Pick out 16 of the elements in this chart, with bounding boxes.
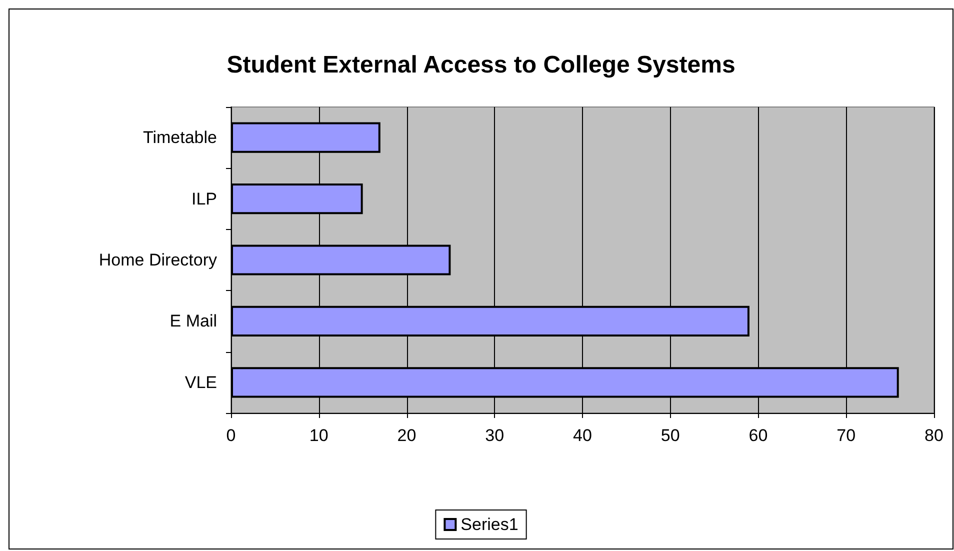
x-tick-label: 50 (660, 426, 680, 445)
y-tick-label: Home Directory (98, 250, 218, 270)
x-tick-label: 30 (485, 426, 504, 445)
y-tick-label: VLE (184, 372, 217, 392)
y-tick-label: ILP (191, 189, 217, 208)
x-tick-label: 70 (836, 426, 856, 445)
x-tick-label: 60 (748, 426, 768, 445)
y-tick-label: Timetable (142, 128, 217, 148)
x-tick-label: 0 (226, 426, 236, 445)
x-tick-label: 80 (924, 426, 944, 445)
x-tick-label: 20 (397, 426, 416, 445)
x-tick-label: 10 (309, 426, 328, 445)
legend-label: Series1 (460, 515, 518, 534)
y-tick-label: E Mail (170, 312, 217, 331)
x-tick-label: 40 (573, 426, 592, 445)
chart-title: Student External Access to College Systems (226, 52, 736, 78)
